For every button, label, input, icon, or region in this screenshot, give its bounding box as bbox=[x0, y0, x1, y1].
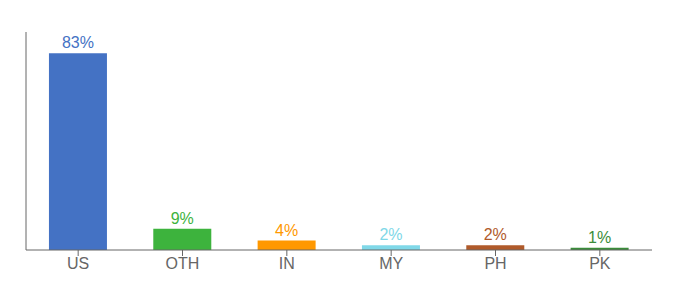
svg-text:IN: IN bbox=[279, 255, 295, 272]
svg-text:9%: 9% bbox=[171, 210, 194, 227]
svg-text:OTH: OTH bbox=[166, 255, 200, 272]
svg-text:PK: PK bbox=[589, 255, 611, 272]
svg-text:US: US bbox=[67, 255, 89, 272]
svg-text:4%: 4% bbox=[275, 222, 298, 239]
svg-text:83%: 83% bbox=[62, 34, 94, 51]
svg-text:2%: 2% bbox=[484, 226, 507, 243]
svg-text:MY: MY bbox=[379, 255, 403, 272]
svg-text:2%: 2% bbox=[379, 226, 402, 243]
svg-text:PH: PH bbox=[484, 255, 506, 272]
svg-text:1%: 1% bbox=[588, 229, 611, 246]
